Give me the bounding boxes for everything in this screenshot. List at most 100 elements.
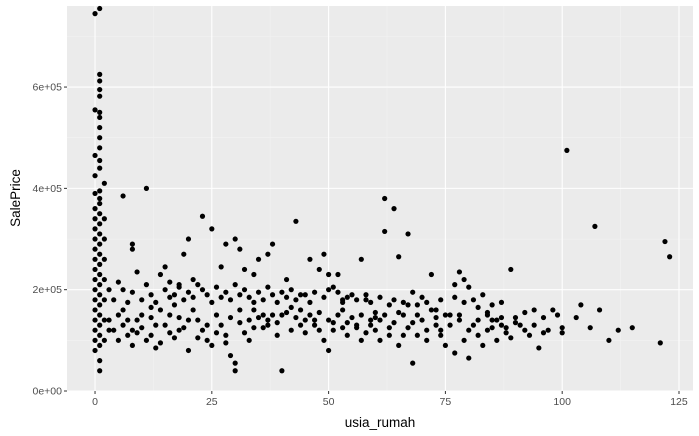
- data-point: [475, 317, 481, 323]
- data-point: [344, 332, 350, 338]
- data-point: [241, 330, 248, 336]
- data-point: [391, 297, 397, 303]
- data-point: [480, 342, 486, 349]
- data-point: [405, 302, 411, 308]
- data-point: [326, 317, 332, 323]
- data-point: [92, 276, 98, 283]
- data-point: [386, 325, 392, 331]
- data-point: [400, 299, 406, 305]
- data-point: [442, 312, 448, 318]
- data-point: [293, 297, 299, 303]
- data-point: [209, 342, 215, 349]
- data-point: [340, 299, 346, 305]
- data-point: [428, 271, 434, 278]
- data-point: [223, 332, 229, 338]
- data-point: [475, 332, 481, 338]
- data-point: [251, 299, 257, 305]
- data-point: [265, 317, 271, 323]
- data-point: [587, 325, 593, 331]
- data-point: [522, 309, 528, 316]
- data-point: [97, 241, 103, 247]
- data-point: [283, 294, 290, 300]
- data-point: [358, 312, 364, 318]
- data-point: [433, 322, 439, 328]
- data-point: [92, 107, 98, 113]
- data-point: [358, 337, 364, 343]
- plot-panel: [67, 6, 693, 391]
- data-point: [461, 337, 467, 343]
- data-point: [199, 287, 206, 293]
- data-point: [302, 317, 308, 323]
- axes: 0 25 50 75 100 125 0e+00 2e+05 4e+05 6e+05: [33, 82, 688, 408]
- data-point: [92, 11, 98, 17]
- data-point: [391, 206, 397, 212]
- data-point: [330, 284, 336, 290]
- data-point: [382, 312, 388, 318]
- data-point: [424, 299, 430, 305]
- data-point: [241, 287, 248, 293]
- data-point: [302, 292, 308, 298]
- data-point: [92, 152, 98, 159]
- data-point: [592, 223, 598, 229]
- data-point: [475, 304, 481, 311]
- data-point: [97, 211, 103, 217]
- data-point: [134, 330, 140, 336]
- data-point: [302, 330, 308, 336]
- data-point: [354, 297, 360, 303]
- data-point: [251, 325, 257, 331]
- data-point: [199, 213, 206, 219]
- data-point: [92, 173, 98, 179]
- data-point: [354, 325, 360, 331]
- data-point: [115, 279, 121, 285]
- data-point: [190, 276, 196, 283]
- data-point: [213, 312, 220, 318]
- data-point: [92, 347, 98, 354]
- data-point: [293, 218, 299, 224]
- data-point: [321, 251, 327, 257]
- data-point: [185, 317, 192, 323]
- data-point: [204, 337, 210, 343]
- data-point: [494, 337, 500, 343]
- data-point: [101, 236, 107, 242]
- data-point: [498, 299, 505, 305]
- data-point: [349, 314, 355, 321]
- data-point: [372, 309, 378, 316]
- data-point: [120, 193, 126, 199]
- data-point: [190, 294, 196, 300]
- data-point: [414, 312, 420, 318]
- data-point: [227, 297, 234, 303]
- data-point: [503, 325, 509, 331]
- data-point: [218, 264, 224, 270]
- x-tick-label: 100: [553, 396, 571, 408]
- data-point: [171, 292, 178, 298]
- data-point: [419, 317, 425, 323]
- data-point: [255, 256, 262, 262]
- data-point: [97, 5, 103, 12]
- data-point: [106, 327, 112, 333]
- data-point: [92, 327, 98, 333]
- x-tick-label: 75: [440, 396, 452, 408]
- data-point: [218, 322, 224, 328]
- data-point: [97, 165, 103, 171]
- data-point: [526, 332, 533, 338]
- data-point: [139, 325, 145, 331]
- data-point: [297, 322, 304, 328]
- data-point: [470, 322, 477, 328]
- data-point: [157, 307, 164, 313]
- data-point: [97, 261, 103, 267]
- data-point: [237, 292, 243, 298]
- data-point: [400, 332, 406, 338]
- data-point: [209, 299, 215, 305]
- data-point: [330, 327, 336, 333]
- data-point: [363, 297, 369, 303]
- data-point: [517, 322, 523, 328]
- data-point: [564, 147, 570, 153]
- data-point: [456, 269, 463, 275]
- data-point: [344, 294, 350, 300]
- data-point: [382, 195, 388, 202]
- data-point: [470, 297, 477, 303]
- data-point: [143, 185, 150, 191]
- data-point: [111, 327, 117, 333]
- data-point: [293, 314, 299, 321]
